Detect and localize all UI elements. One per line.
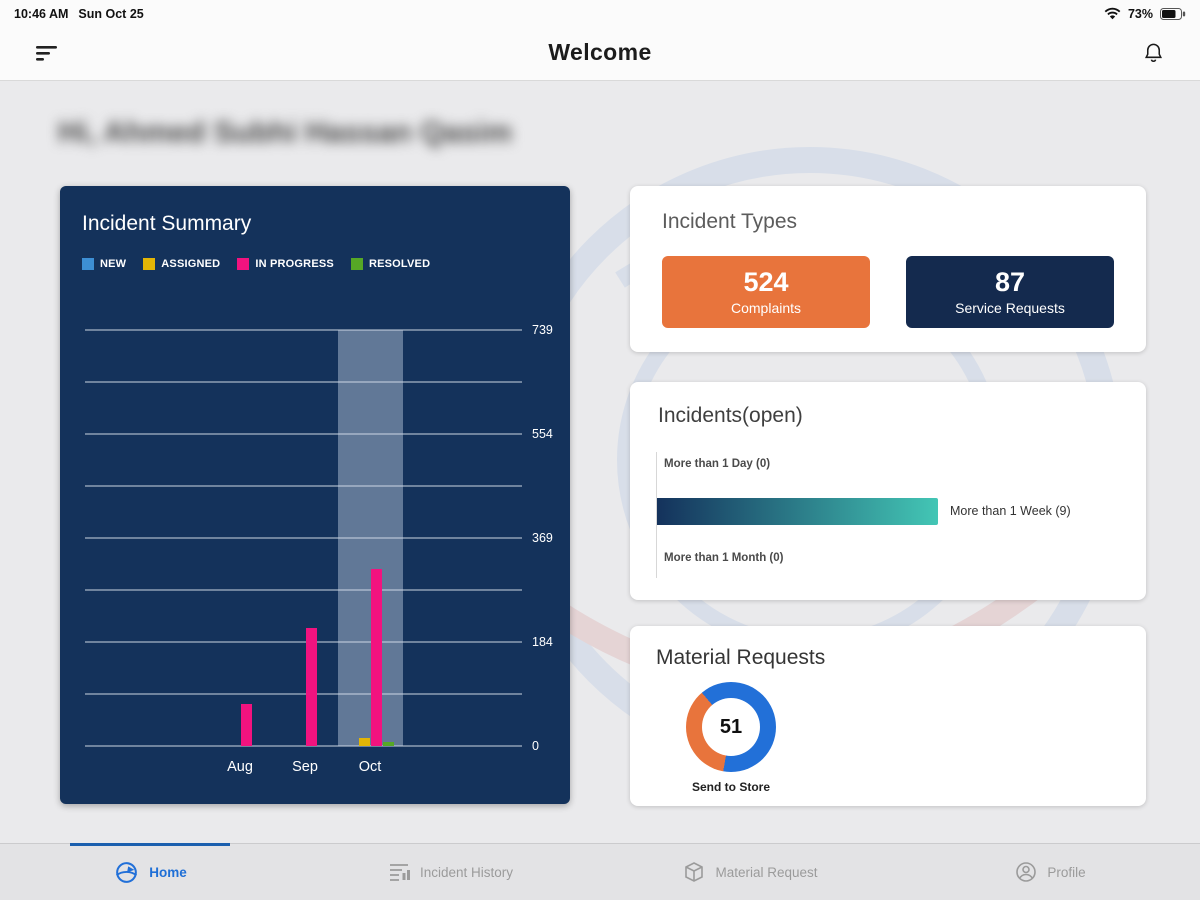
nav-item-home[interactable]: Home: [0, 843, 300, 900]
incident-types-stats: 524 Complaints 87 Service Requests: [662, 256, 1114, 328]
open-incidents-bar: [657, 498, 938, 525]
home-icon: [116, 861, 138, 883]
donut-label: Send to Store: [691, 780, 770, 794]
incidents-open-row-week: More than 1 Week (9): [950, 504, 1071, 518]
gridline: [85, 485, 522, 487]
incident-summary-card: Incident Summary NEW ASSIGNED IN PROGRESS R…: [60, 186, 570, 804]
incidents-open-card: Incidents(open) More than 1 Day (0) More…: [630, 382, 1146, 600]
x-axis-label: Aug: [227, 759, 253, 775]
legend-item: ASSIGNED: [143, 258, 220, 270]
incidents-open-title: Incidents(open): [658, 404, 803, 427]
legend-swatch: [237, 258, 250, 270]
nav-item-profile[interactable]: Profile: [900, 844, 1200, 900]
incident-summary-title: Incident Summary: [82, 212, 252, 235]
y-axis-tick: 554: [532, 427, 553, 441]
gridline: [85, 745, 522, 747]
battery-icon: [1160, 7, 1186, 20]
incident-history-icon: [389, 864, 410, 881]
gridline: [85, 641, 522, 643]
legend-item: NEW: [82, 258, 126, 270]
status-bar: 10:46 AM Sun Oct 25 73%: [0, 0, 1200, 25]
y-axis-tick: 739: [532, 323, 553, 337]
nav-label-home: Home: [149, 864, 187, 880]
legend-label: NEW: [100, 258, 127, 270]
bell-icon: [1144, 43, 1162, 62]
gridline: [85, 537, 522, 539]
highlight-band: [337, 330, 403, 746]
material-requests-card: Material Requests 51 Send to Store: [630, 626, 1146, 806]
gridline: [85, 329, 522, 331]
active-tab-indicator: [70, 843, 230, 846]
legend-label: IN PROGRESS: [255, 258, 334, 270]
incident-summary-legend: NEW ASSIGNED IN PROGRESS RESOLVED: [82, 258, 430, 270]
x-axis-label: Oct: [358, 759, 382, 775]
incidents-open-row-day: More than 1 Day (0): [664, 458, 771, 470]
legend-item: IN PROGRESS: [237, 258, 334, 270]
stat-label-service-requests: Service Requests: [955, 299, 1065, 316]
gridline: [85, 381, 522, 383]
menu-button[interactable]: [30, 36, 64, 70]
page-title: Welcome: [548, 39, 652, 65]
legend-label: ASSIGNED: [161, 258, 221, 270]
bottom-nav: Home Incident History Material Request: [0, 843, 1200, 900]
donut-chart: 51: [686, 682, 776, 772]
y-axis-tick: 0: [532, 739, 539, 753]
bar-in-progress-sep: [305, 627, 317, 746]
nav-label-material-request: Material Request: [715, 864, 818, 880]
legend-swatch: [82, 258, 94, 270]
header: Welcome: [0, 25, 1200, 80]
y-axis-tick: 369: [532, 531, 553, 545]
wifi-icon: [1104, 7, 1121, 20]
nav-item-incident-history[interactable]: Incident History: [300, 844, 600, 900]
bar-assigned-oct: [358, 737, 370, 746]
legend-swatch: [143, 258, 156, 270]
legend-label: RESOLVED: [368, 258, 431, 270]
donut-center-value: 51: [702, 698, 760, 756]
bar-in-progress-oct: [370, 568, 382, 746]
notifications-button[interactable]: [1136, 36, 1170, 70]
bar-chart-plot: 739 554 369 184 0 Aug Sep Oct: [85, 323, 553, 775]
top-bar: 10:46 AM Sun Oct 25 73%: [0, 0, 1200, 81]
legend-item: RESOLVED: [350, 258, 431, 270]
bar-resolved-oct: [382, 741, 394, 746]
legend-swatch: [350, 258, 363, 270]
stat-box[interactable]: 524 Complaints: [662, 256, 870, 328]
status-time: 10:46 AM: [14, 6, 69, 21]
stat-value-complaints: 524: [743, 267, 789, 298]
material-request-icon: [685, 862, 704, 882]
stat-label-complaints: Complaints: [730, 299, 802, 316]
material-requests-title: Material Requests: [656, 646, 826, 669]
profile-icon: [1016, 862, 1037, 882]
incident-types-card: Incident Types 524 Complaints 87 Service…: [630, 186, 1146, 352]
nav-item-material-request[interactable]: Material Request: [600, 844, 900, 900]
gridline: [85, 433, 522, 435]
gridline: [85, 589, 522, 591]
greeting-text: Hi, Ahmed Subhi Hassan Qasim: [58, 116, 512, 149]
incidents-open-axis-line: [656, 452, 657, 578]
battery-percent: 73%: [1127, 6, 1153, 21]
gridline: [85, 693, 522, 695]
hamburger-icon: [36, 45, 57, 61]
stat-value-service-requests: 87: [994, 267, 1026, 298]
status-date: Sun Oct 25: [78, 6, 144, 21]
nav-label-incident-history: Incident History: [419, 864, 514, 880]
stat-box[interactable]: 87 Service Requests: [906, 256, 1114, 328]
bar-in-progress-aug: [240, 703, 252, 746]
nav-label-profile: Profile: [1047, 864, 1086, 880]
incident-types-title: Incident Types: [662, 210, 798, 233]
x-axis-label: Sep: [292, 759, 318, 775]
y-axis-tick: 184: [532, 635, 553, 649]
incidents-open-row-month: More than 1 Month (0): [664, 552, 784, 564]
